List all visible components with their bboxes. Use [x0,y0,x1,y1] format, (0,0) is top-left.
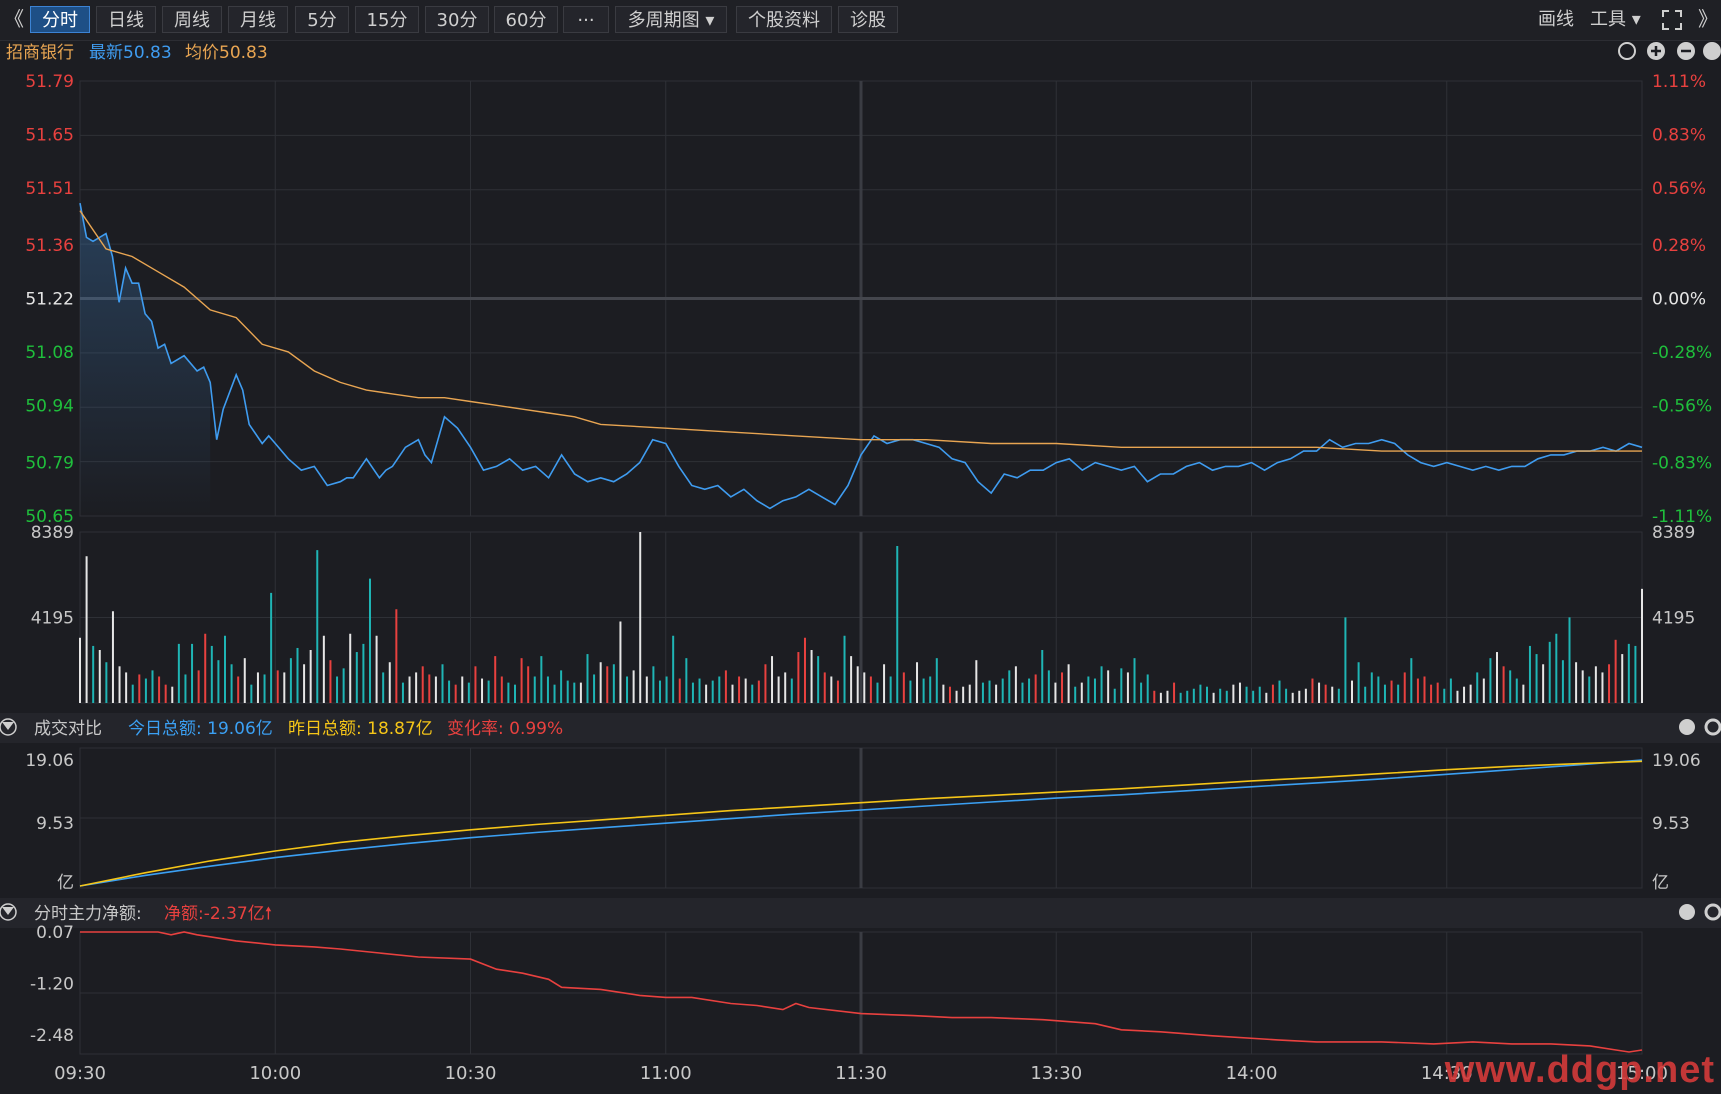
collapse-compare-icon [2,722,14,730]
draw-line-button[interactable]: 画线 [1538,9,1574,30]
compare-tick-label: 9.53 [36,814,74,834]
netflow-tick-label: 0.07 [36,923,74,943]
price-series-line [79,202,1643,510]
today-total-line [79,759,1643,887]
time-tick-label: 11:00 [640,1063,692,1084]
price-tick-label: 51.51 [25,179,74,199]
time-tick-label: 13:30 [1030,1063,1082,1084]
tab-daily[interactable]: 日线 [96,6,156,33]
compare-gear-icon [1704,718,1721,736]
compare-tick-label: 19.06 [25,751,74,771]
netflow-line [80,931,1643,1053]
avg-series-line [79,210,1642,452]
time-tick-label: 14:30 [1421,1063,1473,1084]
compare-tick-label-right: 19.06 [1652,751,1701,771]
netflow-header-bar [0,898,1721,928]
netflow-gear-icon [1704,903,1721,921]
tools-dropdown[interactable]: 工具 ▾ [1590,9,1641,30]
collapse-compare-ring [0,718,17,736]
stock-profile-button[interactable]: 个股资料 [736,6,832,33]
netflow-value-label: 净额:-2.37亿🠕 [164,904,272,924]
close-compare-icon [1679,719,1695,735]
price-tick-label: 50.65 [25,507,74,527]
pct-tick-label: -1.11% [1652,507,1712,527]
volume-tick-label-right: 4195 [1652,608,1695,628]
tab-60min[interactable]: 60分 [494,6,558,33]
volume-tick-label-right: 8389 [1652,523,1695,543]
more-button[interactable]: ··· [563,6,609,33]
diagnosis-button[interactable]: 诊股 [838,6,898,33]
stock-name: 招商银行 [6,43,74,63]
yesterday-total-line [79,760,1643,887]
pct-tick-label: -0.56% [1652,396,1712,416]
volume-tick-label: 8389 [31,523,74,543]
collapse-left-icon[interactable]: 《 [4,7,24,31]
time-tick-label: 10:00 [249,1063,301,1084]
tab-5min[interactable]: 5分 [295,6,349,33]
price-tick-label: 51.08 [25,343,74,363]
undo-icon[interactable] [1618,42,1636,60]
tab-weekly[interactable]: 周线 [162,6,222,33]
compare-tick-label-right: 亿 [1652,873,1669,893]
yesterday-total-label: 昨日总额: 18.87亿 [288,719,433,739]
tab-monthly[interactable]: 月线 [228,6,288,33]
compare-header-bar [0,713,1721,743]
gear-icon[interactable] [1703,42,1721,60]
time-tick-label: 10:30 [445,1063,497,1084]
tab-intraday[interactable]: 分时 [30,6,90,33]
multi-period-dropdown[interactable]: 多周期图 ▾ [615,6,727,33]
time-tick-label: 09:30 [54,1063,106,1084]
avg-price-label: 均价50.83 [185,43,268,63]
toolbar: 《 分时 日线 周线 月线 5分 15分 30分 60分 ··· 多周期图 ▾ 个股资料 诊股 画线 … [0,0,1721,41]
pct-tick-label: 0.56% [1652,179,1706,199]
netflow-tick-label: -1.20 [30,974,74,994]
today-total-label: 今日总额: 19.06亿 [128,719,273,739]
pct-tick-label: -0.28% [1652,343,1712,363]
volume-tick-label: 4195 [31,608,74,628]
tab-30min[interactable]: 30分 [425,6,489,33]
close-netflow-icon [1679,904,1695,920]
pct-tick-label: 1.11% [1652,72,1706,92]
price-tick-label: 51.22 [25,290,74,310]
change-rate-label: 变化率: 0.99% [447,719,563,739]
compare-title: 成交对比 [34,719,102,739]
pct-tick-label: 0.00% [1652,290,1706,310]
pct-tick-label: -0.83% [1652,454,1712,474]
fullscreen-icon[interactable] [1660,6,1686,33]
zoom-in-icon[interactable] [1647,42,1665,60]
price-tick-label: 50.79 [25,454,74,474]
collapse-netflow-icon [2,907,14,915]
time-tick-label: 15:00 [1616,1063,1668,1084]
zoom-out-icon[interactable] [1677,42,1695,60]
price-area [80,203,211,516]
price-tick-label: 50.94 [25,396,74,416]
compare-tick-label: 亿 [57,873,74,893]
netflow-tick-label: -2.48 [30,1026,74,1046]
compare-tick-label-right: 9.53 [1652,814,1690,834]
pct-tick-label: 0.28% [1652,236,1706,256]
tab-15min[interactable]: 15分 [355,6,419,33]
latest-price-label: 最新50.83 [89,43,172,63]
header-bar [0,41,1721,66]
watermark: www.ddgp.net [1444,1049,1715,1091]
netflow-title: 分时主力净额: [34,904,142,924]
time-tick-label: 11:30 [835,1063,887,1084]
collapse-netflow-ring [0,903,17,921]
time-tick-label: 14:00 [1226,1063,1278,1084]
price-tick-label: 51.36 [25,236,74,256]
expand-right-icon[interactable]: 》 [1698,7,1718,31]
price-tick-label: 51.65 [25,125,74,145]
price-tick-label: 51.79 [25,72,74,92]
pct-tick-label: 0.83% [1652,125,1706,145]
